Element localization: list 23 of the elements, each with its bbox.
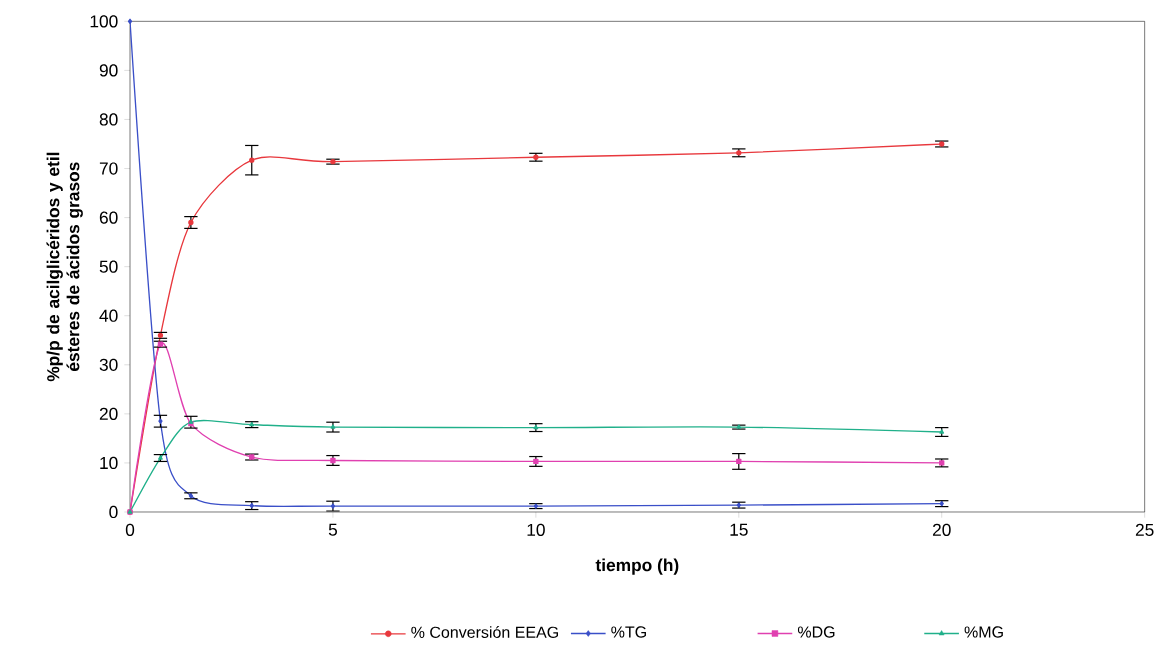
y-tick-label: 80 xyxy=(99,113,118,126)
y-tick-label: 50 xyxy=(99,260,118,273)
x-tick-label: 20 xyxy=(932,523,951,536)
x-axis-title: tiempo (h) xyxy=(595,558,679,575)
x-tick-label: 0 xyxy=(125,523,135,536)
x-tick-label: 10 xyxy=(527,523,545,536)
x-tick-label: 15 xyxy=(730,523,748,536)
y-tick-label: 70 xyxy=(99,162,118,175)
y-tick-label: 40 xyxy=(99,309,118,322)
y-axis-title: %p/p de acilglicéridos y etil ésteres de ácidos grasos xyxy=(46,152,83,382)
y-tick-label: 20 xyxy=(99,407,118,420)
y-tick-label: 0 xyxy=(109,505,118,519)
y-tick-label: 10 xyxy=(100,456,118,470)
y-tick-label: 30 xyxy=(99,358,118,371)
y-tick-label: 100 xyxy=(90,15,118,28)
x-tick-label: 25 xyxy=(1135,523,1154,536)
legend-label: %TG xyxy=(611,626,646,638)
legend-label: %DG xyxy=(797,626,835,638)
legend-label: % Conversión EEAG xyxy=(411,626,558,638)
y-tick-label: 90 xyxy=(99,64,118,77)
y-tick-label: 60 xyxy=(99,211,118,224)
x-tick-label: 5 xyxy=(328,523,338,536)
legend-label: %MG xyxy=(964,626,1003,638)
